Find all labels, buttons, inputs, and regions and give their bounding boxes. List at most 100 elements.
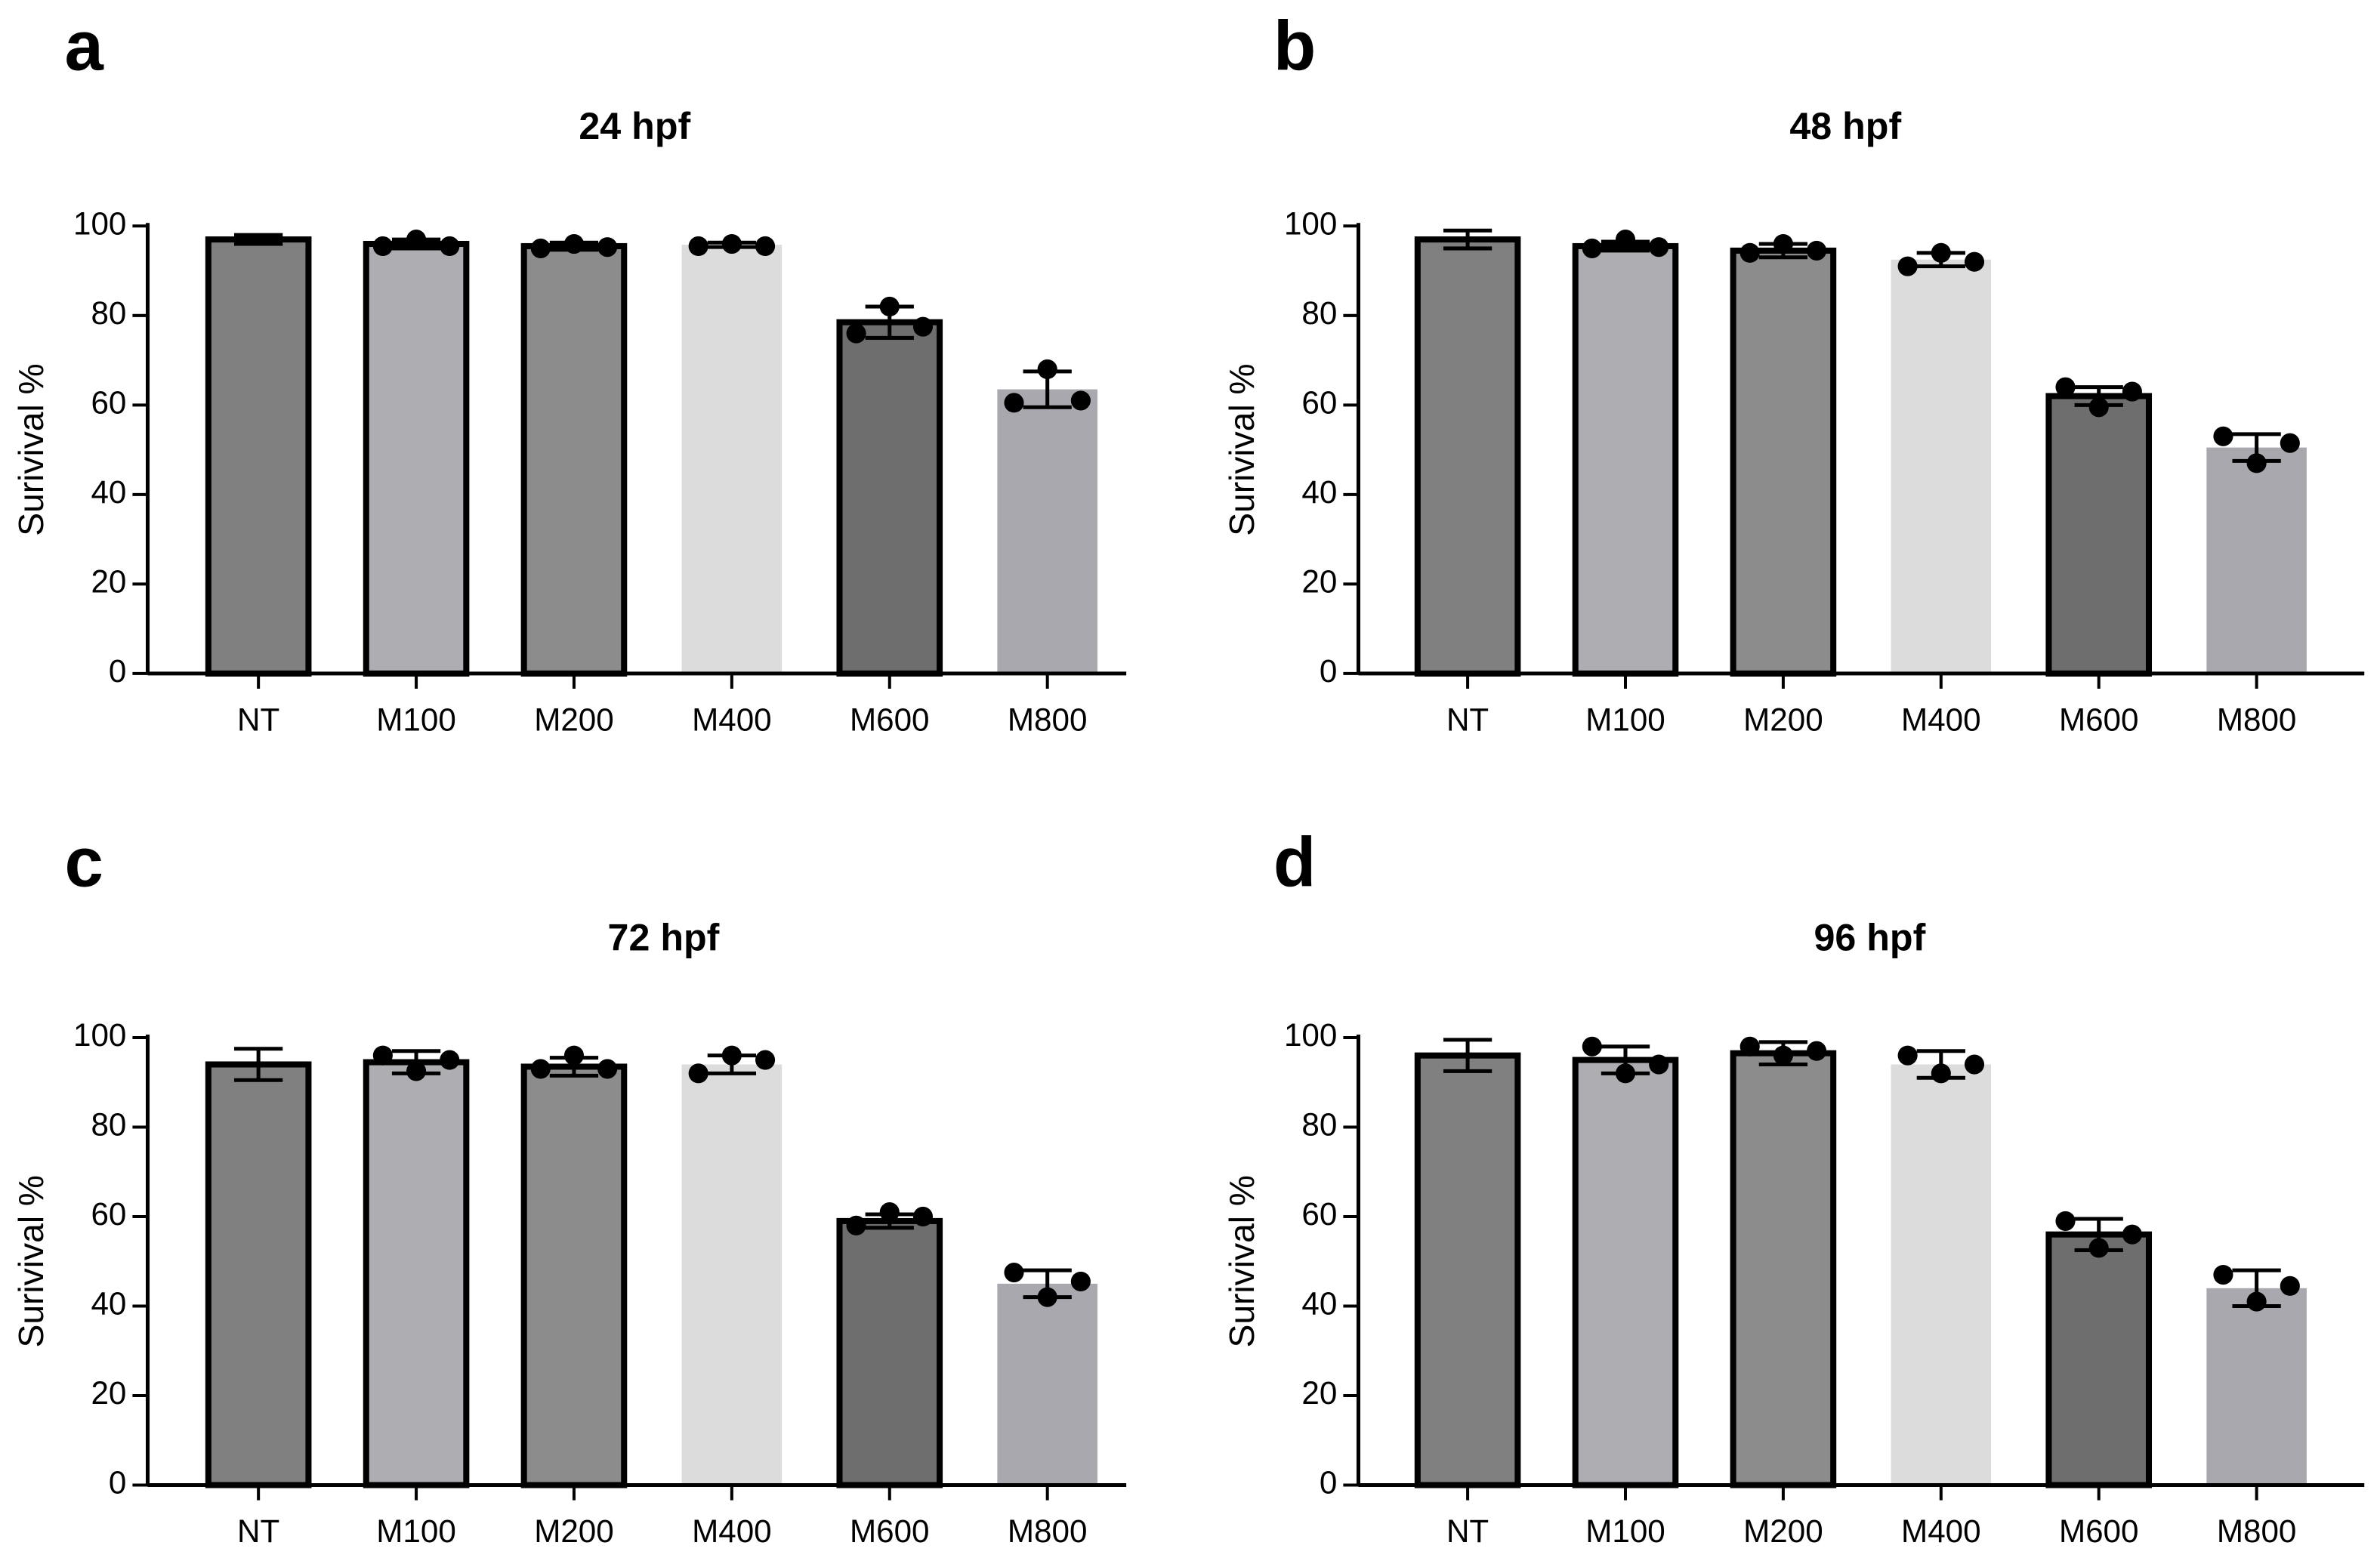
bar xyxy=(681,245,783,674)
chart-title: 72 hpf xyxy=(608,917,720,959)
y-tick-label: 80 xyxy=(91,295,126,331)
x-tick-label: NT xyxy=(1446,702,1489,737)
data-point xyxy=(1739,242,1760,263)
y-tick-label: 0 xyxy=(1320,1465,1337,1501)
y-tick-label: 100 xyxy=(73,205,126,241)
panel-letter: d xyxy=(1273,822,1316,901)
x-tick-label: M800 xyxy=(2217,1513,2297,1549)
bar xyxy=(836,1217,943,1488)
data-point xyxy=(2088,1238,2109,1258)
y-tick-label: 40 xyxy=(1301,1286,1337,1322)
data-point xyxy=(597,1059,618,1079)
data-point xyxy=(2122,381,2142,402)
panel-letter: a xyxy=(64,7,103,85)
data-point xyxy=(1649,1054,1669,1075)
data-point xyxy=(688,1063,708,1084)
data-point xyxy=(1615,230,1636,250)
x-tick-label: M800 xyxy=(1008,702,1087,737)
x-tick-label: M600 xyxy=(850,702,929,737)
y-tick-label: 20 xyxy=(1301,1375,1337,1411)
data-point xyxy=(2213,1264,2233,1285)
y-tick-label: 40 xyxy=(91,1286,126,1322)
x-tick-label: M200 xyxy=(1743,702,1823,737)
data-point xyxy=(1807,240,1827,261)
data-point xyxy=(1070,390,1091,411)
y-tick-label: 0 xyxy=(109,653,126,689)
data-point xyxy=(2122,1224,2142,1245)
data-point xyxy=(1004,393,1024,413)
data-point xyxy=(1739,1036,1760,1056)
x-tick-label: M400 xyxy=(692,1513,772,1549)
data-point xyxy=(563,1045,585,1066)
panel-letter: c xyxy=(64,822,103,901)
x-tick-label: M100 xyxy=(1585,702,1665,737)
y-tick-label: 60 xyxy=(1301,1196,1337,1232)
data-point xyxy=(2055,377,2076,397)
data-point xyxy=(1931,242,1951,263)
data-point xyxy=(846,1215,866,1235)
data-point xyxy=(2055,1211,2076,1231)
data-point xyxy=(2246,453,2267,473)
y-axis-label: Surivival % xyxy=(1222,363,1261,535)
y-tick-label: 80 xyxy=(91,1107,126,1143)
data-point xyxy=(879,1202,900,1223)
y-tick-label: 40 xyxy=(1301,474,1337,510)
data-point xyxy=(440,236,460,257)
x-tick-label: M600 xyxy=(2059,1513,2139,1549)
data-point xyxy=(912,316,934,337)
y-tick-label: 80 xyxy=(1301,1107,1337,1143)
x-tick-label: M800 xyxy=(1008,1513,1087,1549)
error-bar xyxy=(1443,228,1493,251)
bar xyxy=(1572,1056,1679,1488)
data-point xyxy=(1931,1063,1951,1084)
bar xyxy=(997,389,1097,674)
data-point xyxy=(1897,256,1918,276)
bar xyxy=(363,240,470,677)
data-point xyxy=(1582,238,1602,258)
bar xyxy=(836,319,943,677)
data-point xyxy=(2088,397,2109,418)
data-point xyxy=(406,1061,427,1081)
data-point xyxy=(563,233,585,254)
y-tick-label: 100 xyxy=(73,1017,126,1053)
y-tick-label: 100 xyxy=(1284,205,1337,241)
chart-title: 48 hpf xyxy=(1789,105,1901,147)
error-bar xyxy=(1443,1038,1493,1073)
data-point xyxy=(1615,1063,1636,1084)
data-point xyxy=(530,238,551,258)
bar xyxy=(520,1063,628,1488)
y-tick-label: 20 xyxy=(91,563,126,599)
data-point xyxy=(1773,1045,1793,1066)
data-point xyxy=(1649,237,1669,258)
data-point xyxy=(755,236,776,257)
data-point xyxy=(1037,1287,1057,1307)
x-tick-label: M100 xyxy=(376,1513,455,1549)
data-point xyxy=(912,1206,934,1227)
data-point xyxy=(879,296,900,317)
data-point xyxy=(721,1045,742,1066)
error-bar xyxy=(234,1047,283,1082)
bar xyxy=(1730,247,1837,677)
data-point xyxy=(1582,1036,1602,1056)
x-tick-label: M800 xyxy=(2217,702,2297,737)
bar xyxy=(997,1283,1097,1485)
y-tick-label: 100 xyxy=(1284,1017,1337,1053)
x-tick-label: M100 xyxy=(376,702,455,737)
bar xyxy=(205,236,312,677)
y-tick-label: 20 xyxy=(1301,563,1337,599)
bar xyxy=(520,242,628,677)
chart-title: 24 hpf xyxy=(579,105,690,147)
x-tick-label: M600 xyxy=(2059,702,2139,737)
bar xyxy=(681,1064,783,1485)
y-axis-label: Surivival % xyxy=(1222,1175,1261,1347)
bar xyxy=(1730,1050,1837,1488)
x-tick-label: M100 xyxy=(1585,1513,1665,1549)
data-point xyxy=(1807,1041,1827,1061)
x-tick-label: M200 xyxy=(534,702,614,737)
data-point xyxy=(2280,433,2300,453)
x-tick-label: M400 xyxy=(1901,702,1981,737)
x-tick-label: M600 xyxy=(850,1513,929,1549)
y-axis-label: Surivival % xyxy=(11,363,51,535)
x-tick-label: NT xyxy=(237,1513,279,1549)
x-tick-label: M200 xyxy=(1743,1513,1823,1549)
